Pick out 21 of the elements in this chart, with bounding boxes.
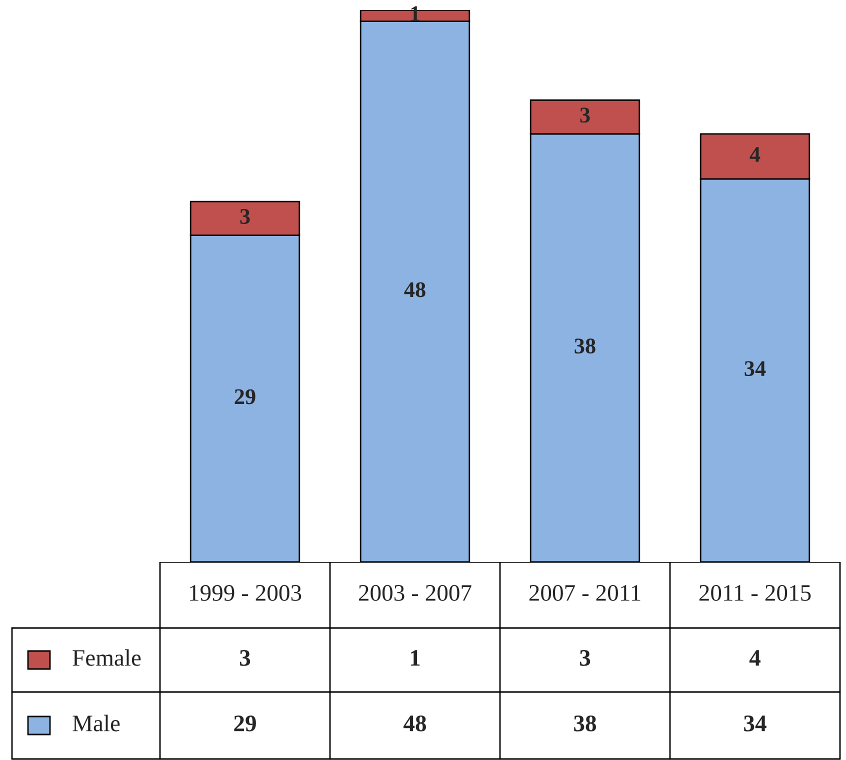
data-label: 4 — [750, 147, 760, 162]
data-label: 38 — [574, 338, 596, 354]
text: 29 — [234, 716, 256, 732]
x-tick-label: 2007 - 2011 — [529, 584, 640, 601]
text: 3 — [240, 650, 250, 666]
data-label: 48 — [404, 282, 426, 298]
text: 1 — [410, 650, 420, 666]
legend-label: Male — [72, 714, 120, 732]
text: 3 — [580, 650, 590, 666]
x-tick-label: 2003 - 2007 — [358, 584, 472, 601]
data-label: 3 — [580, 108, 590, 123]
data-label: 34 — [744, 361, 766, 376]
text: 4 — [749, 650, 760, 666]
x-tick-label: 2011 - 2015 — [699, 584, 811, 601]
text: 38 — [574, 715, 596, 732]
text: 48 — [404, 715, 426, 732]
text: 34 — [744, 716, 766, 732]
legend-label: Female — [72, 649, 141, 666]
data-label: 29 — [234, 389, 256, 404]
data-label: 3 — [240, 209, 250, 224]
x-tick-label: 1999 - 2003 — [190, 584, 302, 601]
